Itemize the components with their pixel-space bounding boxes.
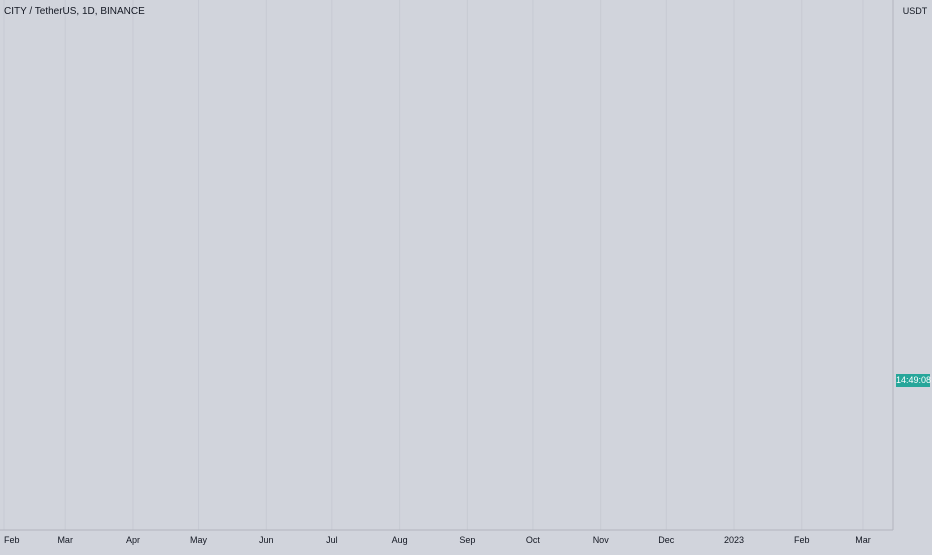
countdown-label: 14:49:08 xyxy=(896,374,932,387)
x-tick-label: Jul xyxy=(326,535,338,545)
grid-lines xyxy=(0,0,893,530)
x-tick-label: Sep xyxy=(459,535,475,545)
y-axis-unit: USDT xyxy=(903,6,928,16)
x-tick-label: Feb xyxy=(4,535,20,545)
x-tick-label: Nov xyxy=(593,535,610,545)
x-tick-label: Jun xyxy=(259,535,274,545)
symbol-title: CITY / TetherUS, 1D, BINANCE xyxy=(4,6,145,17)
axes: USDT28.0024.0020.0017.0014.0012.0010.509… xyxy=(0,0,928,545)
x-tick-label: Mar xyxy=(57,535,73,545)
x-tick-label: May xyxy=(190,535,208,545)
x-tick-label: Dec xyxy=(658,535,675,545)
x-tick-label: Aug xyxy=(392,535,408,545)
x-tick-label: Feb xyxy=(794,535,810,545)
x-tick-label: Mar xyxy=(855,535,871,545)
x-tick-label: Oct xyxy=(526,535,541,545)
x-tick-label: Apr xyxy=(126,535,140,545)
x-tick-label: 2023 xyxy=(724,535,744,545)
